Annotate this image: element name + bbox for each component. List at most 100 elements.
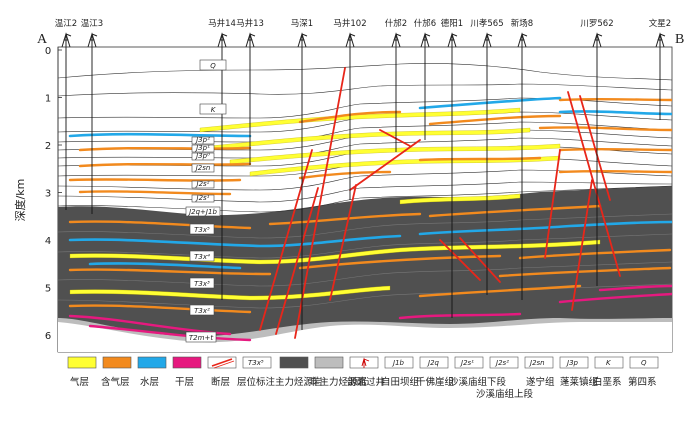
- strata-box: [199, 59, 227, 71]
- strata-label: T3x²: [194, 307, 210, 315]
- legend-j3p-swatch: [559, 356, 589, 369]
- strata-label: J2sn: [194, 164, 211, 172]
- legend-q-label: 第四系: [628, 376, 657, 388]
- legend-j2sn-code: J2sn: [528, 359, 545, 367]
- depth-tick-label: 4: [45, 236, 51, 247]
- legend-k-code: K: [606, 359, 612, 367]
- depth-tick-label: 1: [45, 94, 51, 105]
- section-body: [58, 47, 672, 352]
- legend-non-main-source-label: 非主力烃源岩: [310, 376, 367, 388]
- well-label: 文星2: [649, 18, 671, 29]
- legend-main-source-label: 主力烃源岩: [275, 376, 323, 388]
- legend-fault-line: [211, 358, 233, 367]
- strata-box: [189, 277, 215, 289]
- well-head-icon: [217, 32, 228, 48]
- well-label: 马井13: [236, 18, 264, 29]
- strata-label: K: [211, 106, 217, 114]
- legend-water-label: 水层: [140, 376, 159, 388]
- legend-q-swatch: [629, 356, 659, 369]
- well-label: 马井14: [208, 18, 236, 29]
- label-b: B: [675, 32, 684, 47]
- legend-fault-label: 断层: [211, 376, 230, 388]
- strata-label: Q: [210, 62, 216, 70]
- legend-j2s2-code: J2s²: [494, 359, 509, 367]
- main-source-unit: [58, 186, 672, 337]
- legend-j1b-label: 自田坝组: [381, 376, 420, 388]
- well-label: 什邡2: [385, 18, 407, 29]
- legend-j2q-label: 千佛崖组: [416, 376, 455, 388]
- well-head-icon: [517, 32, 528, 48]
- strata-label: J3p¹: [194, 144, 210, 152]
- legend-main-source-swatch: [279, 356, 309, 369]
- well-label: 马深1: [291, 19, 313, 29]
- strata-label: T3x⁴: [194, 253, 210, 261]
- basement: [58, 322, 672, 352]
- legend-horizon-label: 层位标注: [237, 376, 276, 388]
- strata-label: T3x³: [194, 280, 210, 288]
- well-head-icon: [655, 32, 666, 48]
- well-head-icon: [87, 32, 98, 48]
- wellbores: [65, 47, 661, 330]
- legend-section-well-label: 剖面过井: [347, 376, 385, 388]
- depth-tick-label: 3: [45, 189, 51, 200]
- legend-j3p-code: J3p: [565, 359, 579, 367]
- legend-j3p-label: 蓬莱镇组: [560, 376, 599, 388]
- well-head-icon: [61, 32, 72, 48]
- legend-j2s1-code: J2s¹: [459, 359, 474, 367]
- well-head-icon: [447, 32, 458, 48]
- strata-box: [191, 144, 215, 153]
- well-head-icon: [482, 32, 493, 48]
- faults: [259, 67, 621, 339]
- well-head-icon: [420, 32, 431, 48]
- legend-gas-swatch: [67, 356, 97, 369]
- legend-j2s2-swatch: [489, 356, 519, 369]
- legend-section-well-icon: [361, 357, 370, 368]
- strata-label: J3p⁰: [194, 152, 210, 160]
- strata-box: [191, 180, 215, 189]
- legend-j1b-code: J1b: [391, 359, 405, 367]
- legend-k-label: 白垩系: [593, 376, 622, 388]
- strata-label: J2s¹: [195, 194, 210, 202]
- legend-gas-bearing-swatch: [102, 356, 132, 369]
- water-layers: [68, 96, 672, 270]
- well-head-icon: [297, 32, 308, 48]
- strata-label: T2m+t: [189, 334, 213, 342]
- legend-fault-line-2: [213, 360, 235, 369]
- depth-tick-label: 6: [45, 331, 51, 342]
- well-label: 川罗562: [580, 19, 613, 29]
- legend-gas-label: 气层: [70, 376, 89, 388]
- legend-k-swatch: [594, 356, 624, 369]
- strata-box: [189, 250, 215, 262]
- strata-label: T3x⁵: [194, 226, 210, 234]
- strata-box: [185, 331, 217, 343]
- legend-j2s1-swatch: [454, 356, 484, 369]
- depth-tick-label: 0: [45, 46, 51, 57]
- well-head-icon: [391, 32, 402, 48]
- strata-box: [191, 152, 215, 161]
- legend-j2s1-label: 沙溪庙组下段: [449, 376, 507, 388]
- strata-box: [189, 223, 215, 235]
- well-head-icon: [245, 32, 256, 48]
- depth-tick-label: 2: [45, 141, 51, 152]
- well-head-icon: [345, 32, 356, 48]
- legend-j2q-swatch: [419, 356, 449, 369]
- strata-box: [199, 103, 227, 115]
- strata-box: [189, 304, 215, 316]
- strata-box: [191, 163, 215, 173]
- depth-axis-title: 深度/km: [13, 179, 27, 222]
- legend-water-swatch: [137, 356, 167, 369]
- legend-j2sn-swatch: [524, 356, 554, 369]
- legend-dry-label: 干层: [175, 377, 194, 388]
- legend-dry-swatch: [172, 356, 202, 369]
- gas-bearing-layers: [68, 97, 672, 314]
- legend-j2q-code: J2q: [426, 359, 440, 367]
- well-label: 川孝565: [470, 19, 503, 29]
- legend-gas-bearing-label: 含气层: [101, 376, 130, 388]
- well-head-icon: [592, 32, 603, 48]
- well-label: 温江3: [81, 18, 103, 29]
- legend-horizon-symbol: T3x⁵: [248, 359, 264, 367]
- legend-non-main-source-swatch: [314, 356, 344, 369]
- strata-label: J2q+J1b: [187, 208, 217, 216]
